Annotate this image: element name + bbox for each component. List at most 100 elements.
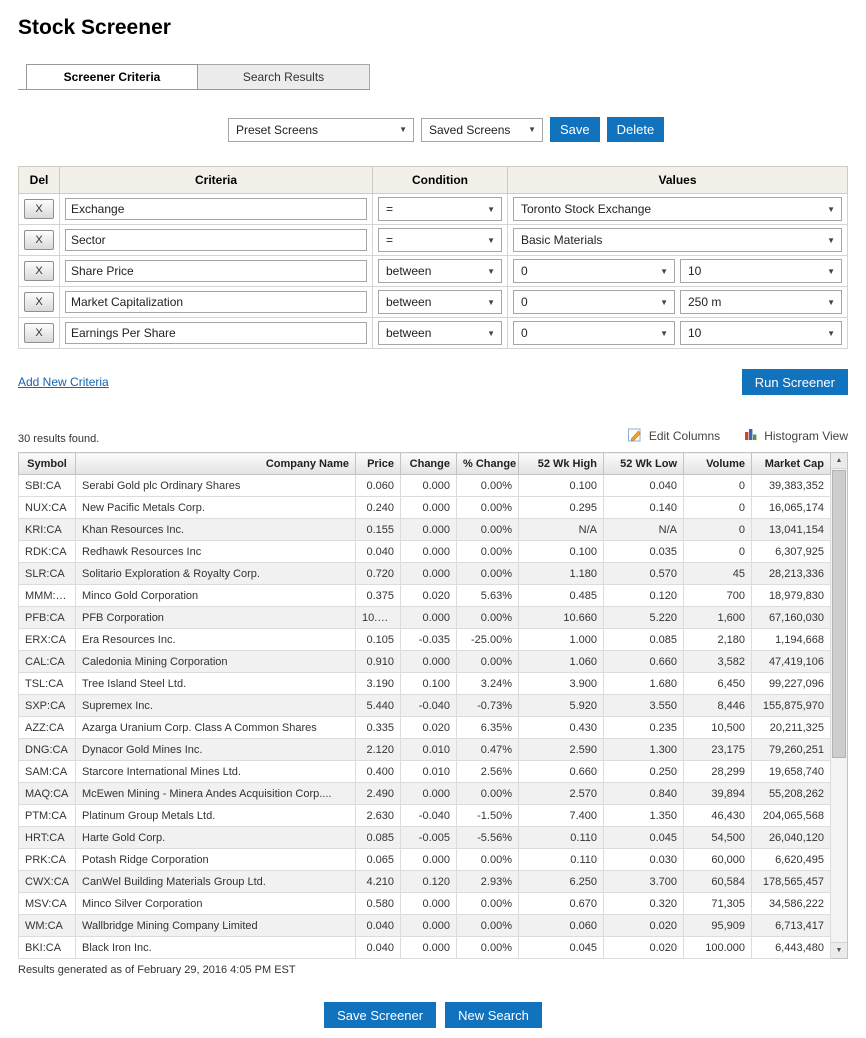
low52-cell: 0.570: [604, 563, 684, 585]
column-header-company-name[interactable]: Company Name: [76, 453, 356, 475]
company-cell: Caledonia Mining Corporation: [76, 651, 356, 673]
results-table-container: SymbolCompany NamePriceChange% Change52 …: [18, 452, 848, 959]
value-select-2[interactable]: 250 m▼: [680, 290, 842, 314]
condition-select[interactable]: between▼: [378, 321, 502, 345]
value-select-1[interactable]: Toronto Stock Exchange▼: [513, 197, 842, 221]
volume-cell: 100.000: [684, 937, 752, 959]
symbol-cell: PTM:CA: [19, 805, 76, 827]
change-cell: 0.000: [401, 607, 457, 629]
value-select-1[interactable]: 0▼: [513, 259, 675, 283]
delete-criteria-button[interactable]: X: [24, 230, 54, 250]
condition-select[interactable]: between▼: [378, 290, 502, 314]
criteria-input[interactable]: [65, 198, 367, 220]
market-cap-cell: 26,040,120: [752, 827, 831, 849]
market-cap-cell: 19,658,740: [752, 761, 831, 783]
value-select-1[interactable]: Basic Materials▼: [513, 228, 842, 252]
high52-cell: 1.060: [519, 651, 604, 673]
run-screener-button[interactable]: Run Screener: [742, 369, 848, 395]
volume-cell: 1,600: [684, 607, 752, 629]
column-header-change[interactable]: % Change: [457, 453, 519, 475]
scroll-down-button[interactable]: ▼: [831, 942, 847, 958]
change-cell: -0.005: [401, 827, 457, 849]
market-cap-cell: 99,227,096: [752, 673, 831, 695]
symbol-cell: RDK:CA: [19, 541, 76, 563]
delete-criteria-button[interactable]: X: [24, 323, 54, 343]
result-row: KRI:CAKhan Resources Inc.0.1550.0000.00%…: [19, 519, 831, 541]
high52-cell: 0.430: [519, 717, 604, 739]
criteria-input[interactable]: [65, 229, 367, 251]
delete-criteria-button[interactable]: X: [24, 292, 54, 312]
pct-change-cell: 0.00%: [457, 475, 519, 497]
value-select-2[interactable]: 10▼: [680, 259, 842, 283]
results-scrollbar[interactable]: ▲ ▼: [831, 452, 848, 959]
condition-select[interactable]: =▼: [378, 228, 502, 252]
value-select-1[interactable]: 0▼: [513, 321, 675, 345]
dropdown-arrow-icon: ▼: [660, 267, 668, 276]
volume-cell: 0: [684, 541, 752, 563]
delete-button[interactable]: Delete: [607, 117, 665, 142]
change-cell: 0.000: [401, 541, 457, 563]
save-screener-button[interactable]: Save Screener: [324, 1002, 436, 1028]
low52-cell: 0.035: [604, 541, 684, 563]
column-header-symbol[interactable]: Symbol: [19, 453, 76, 475]
price-cell: 5.440: [356, 695, 401, 717]
criteria-input[interactable]: [65, 291, 367, 313]
column-header-52-wk-low[interactable]: 52 Wk Low: [604, 453, 684, 475]
market-cap-cell: 39,383,352: [752, 475, 831, 497]
edit-columns-button[interactable]: Edit Columns: [628, 427, 720, 445]
value-select-1[interactable]: 0▼: [513, 290, 675, 314]
company-cell: Harte Gold Corp.: [76, 827, 356, 849]
save-button[interactable]: Save: [550, 117, 600, 142]
new-search-button[interactable]: New Search: [445, 1002, 542, 1028]
volume-cell: 45: [684, 563, 752, 585]
change-cell: 0.000: [401, 849, 457, 871]
histogram-view-button[interactable]: Histogram View: [744, 428, 848, 444]
condition-select[interactable]: between▼: [378, 259, 502, 283]
preset-screens-select[interactable]: Preset Screens ▼: [228, 118, 414, 142]
criteria-input[interactable]: [65, 322, 367, 344]
company-cell: Starcore International Mines Ltd.: [76, 761, 356, 783]
tab-screener-criteria[interactable]: Screener Criteria: [26, 64, 198, 89]
result-row: CWX:CACanWel Building Materials Group Lt…: [19, 871, 831, 893]
tab-search-results[interactable]: Search Results: [198, 64, 370, 89]
symbol-cell: SAM:CA: [19, 761, 76, 783]
result-row: MAQ:CAMcEwen Mining - Minera Andes Acqui…: [19, 783, 831, 805]
low52-cell: 0.045: [604, 827, 684, 849]
company-cell: Potash Ridge Corporation: [76, 849, 356, 871]
result-row: WM:CAWallbridge Mining Company Limited0.…: [19, 915, 831, 937]
volume-cell: 0: [684, 497, 752, 519]
change-cell: 0.000: [401, 475, 457, 497]
low52-cell: 1.300: [604, 739, 684, 761]
market-cap-cell: 34,586,222: [752, 893, 831, 915]
result-row: DNG:CADynacor Gold Mines Inc.2.1200.0100…: [19, 739, 831, 761]
add-new-criteria-link[interactable]: Add New Criteria: [18, 375, 109, 389]
company-cell: Solitario Exploration & Royalty Corp.: [76, 563, 356, 585]
column-header-change[interactable]: Change: [401, 453, 457, 475]
column-header-52-wk-high[interactable]: 52 Wk High: [519, 453, 604, 475]
saved-screens-select[interactable]: Saved Screens ▼: [421, 118, 543, 142]
condition-select[interactable]: =▼: [378, 197, 502, 221]
criteria-input[interactable]: [65, 260, 367, 282]
low52-cell: 0.235: [604, 717, 684, 739]
condition-select-label: =: [386, 202, 393, 216]
change-cell: 0.000: [401, 937, 457, 959]
value-select-2-label: 10: [688, 264, 701, 278]
low52-cell: N/A: [604, 519, 684, 541]
company-cell: Platinum Group Metals Ltd.: [76, 805, 356, 827]
scroll-thumb[interactable]: [832, 470, 846, 758]
high52-cell: 0.100: [519, 541, 604, 563]
company-cell: PFB Corporation: [76, 607, 356, 629]
scroll-up-button[interactable]: ▲: [831, 453, 847, 469]
delete-criteria-button[interactable]: X: [24, 199, 54, 219]
saved-screens-label: Saved Screens: [429, 123, 510, 137]
dropdown-arrow-icon: ▼: [660, 298, 668, 307]
price-cell: 0.335: [356, 717, 401, 739]
column-header-price[interactable]: Price: [356, 453, 401, 475]
delete-criteria-button[interactable]: X: [24, 261, 54, 281]
column-header-market-cap[interactable]: Market Cap: [752, 453, 831, 475]
column-header-volume[interactable]: Volume: [684, 453, 752, 475]
change-cell: 0.000: [401, 783, 457, 805]
low52-cell: 0.320: [604, 893, 684, 915]
value-select-2[interactable]: 10▼: [680, 321, 842, 345]
pct-change-cell: 6.35%: [457, 717, 519, 739]
